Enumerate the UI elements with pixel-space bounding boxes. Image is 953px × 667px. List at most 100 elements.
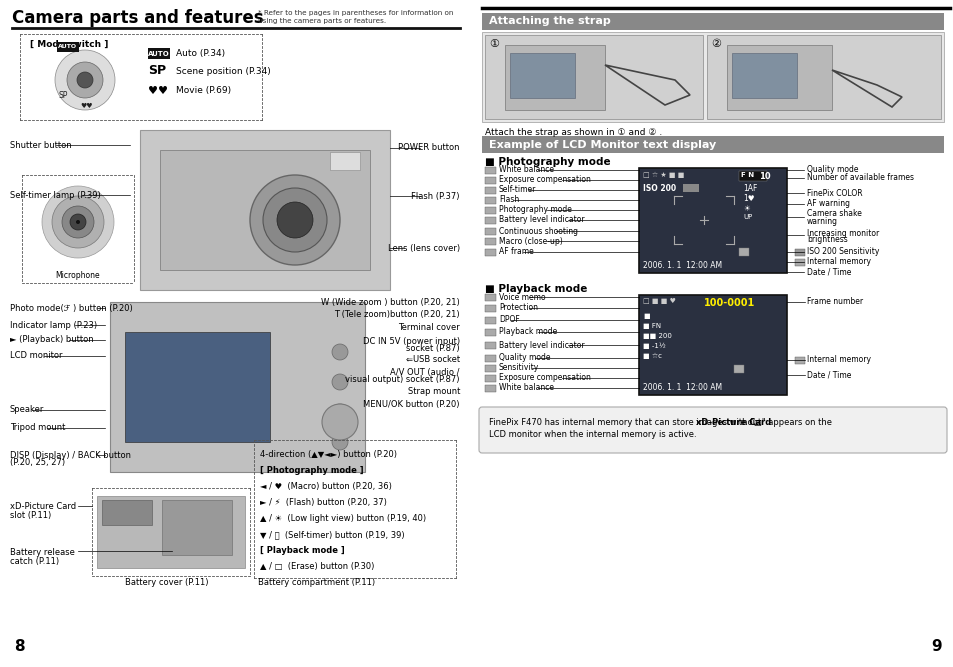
Bar — [162, 500, 232, 555]
Circle shape — [62, 206, 94, 238]
Text: Movie (P.69): Movie (P.69) — [175, 87, 231, 95]
Bar — [484, 364, 496, 372]
Bar — [481, 136, 943, 153]
Text: ISO 200 Sensitivity: ISO 200 Sensitivity — [806, 247, 879, 257]
Text: ISO 200: ISO 200 — [642, 184, 676, 193]
Text: Tripod mount: Tripod mount — [10, 424, 66, 432]
Text: 4-direction (▲▼◄►) button (P.20): 4-direction (▲▼◄►) button (P.20) — [260, 450, 396, 459]
Text: brightness: brightness — [806, 235, 847, 245]
Bar — [484, 167, 496, 173]
Bar — [481, 13, 943, 30]
Text: Sensitivity: Sensitivity — [498, 364, 538, 372]
Text: ■ ☆c: ■ ☆c — [642, 353, 661, 360]
Bar — [682, 184, 699, 192]
Bar — [794, 249, 804, 255]
Bar — [484, 374, 496, 382]
Text: F N: F N — [740, 172, 753, 178]
Bar — [102, 500, 152, 525]
Bar — [739, 171, 766, 181]
Text: ①: ① — [489, 39, 498, 49]
Text: DPOF: DPOF — [498, 315, 519, 325]
Text: socket (P.87): socket (P.87) — [406, 344, 459, 354]
Text: 2006. 1. 1  12:00 AM: 2006. 1. 1 12:00 AM — [642, 383, 721, 392]
Text: Frame number: Frame number — [806, 297, 862, 307]
Text: Voice memo: Voice memo — [498, 293, 545, 301]
Text: visual output) socket (P.87): visual output) socket (P.87) — [345, 376, 459, 384]
Text: Continuous shooting: Continuous shooting — [498, 227, 578, 235]
Text: warning: warning — [806, 217, 837, 225]
Bar — [484, 342, 496, 348]
Bar — [484, 293, 496, 301]
Text: ■ Photography mode: ■ Photography mode — [484, 157, 610, 167]
Circle shape — [70, 214, 86, 230]
Bar — [484, 305, 496, 311]
Text: Battery release: Battery release — [10, 548, 74, 557]
Text: xD-Picture Card: xD-Picture Card — [10, 502, 76, 511]
Text: Battery level indicator: Battery level indicator — [498, 215, 584, 225]
Text: AF frame: AF frame — [498, 247, 533, 257]
Text: Terminal cover: Terminal cover — [397, 323, 459, 333]
Text: ②: ② — [710, 39, 720, 49]
Text: ♥♥: ♥♥ — [81, 103, 93, 109]
Text: 100-0001: 100-0001 — [703, 298, 755, 308]
Text: ► (Playback) button: ► (Playback) button — [10, 336, 93, 344]
Text: LCD monitor: LCD monitor — [10, 352, 63, 360]
Text: ▲ / ☀  (Low light view) button (P.19, 40): ▲ / ☀ (Low light view) button (P.19, 40) — [260, 514, 426, 523]
Circle shape — [322, 404, 357, 440]
Bar — [330, 152, 359, 170]
Text: * Refer to the pages in parentheses for information on: * Refer to the pages in parentheses for … — [257, 10, 453, 16]
Text: . "□" appears on the: . "□" appears on the — [744, 418, 831, 427]
Text: ◄ / ♥  (Macro) button (P.20, 36): ◄ / ♥ (Macro) button (P.20, 36) — [260, 482, 392, 491]
Bar — [510, 53, 575, 98]
Bar — [484, 249, 496, 255]
Text: Example of LCD Monitor text display: Example of LCD Monitor text display — [489, 139, 716, 149]
Text: Internal memory: Internal memory — [806, 356, 870, 364]
Text: W (Wide zoom ) button (P.20, 21): W (Wide zoom ) button (P.20, 21) — [321, 297, 459, 307]
Bar — [484, 227, 496, 235]
Text: [ Playback mode ]: [ Playback mode ] — [260, 546, 344, 555]
Text: 2006. 1. 1  12:00 AM: 2006. 1. 1 12:00 AM — [642, 261, 721, 270]
Bar — [484, 207, 496, 213]
Text: Battery level indicator: Battery level indicator — [498, 340, 584, 350]
Bar — [484, 354, 496, 362]
Text: using the camera parts or features.: using the camera parts or features. — [257, 18, 386, 24]
Text: FinePix F470 has internal memory that can store images without: FinePix F470 has internal memory that ca… — [489, 418, 763, 427]
Text: Strap mount: Strap mount — [407, 388, 459, 396]
Text: □ ■ ■ ♥: □ ■ ■ ♥ — [642, 298, 675, 304]
Circle shape — [263, 188, 327, 252]
Bar — [125, 332, 270, 442]
Text: LCD monitor when the internal memory is active.: LCD monitor when the internal memory is … — [489, 430, 696, 439]
Circle shape — [276, 202, 313, 238]
Text: FinePix COLOR: FinePix COLOR — [806, 189, 862, 197]
Text: SP: SP — [58, 91, 68, 101]
Text: White balance: White balance — [498, 165, 554, 175]
Text: Battery compartment (P.11): Battery compartment (P.11) — [257, 578, 375, 587]
Circle shape — [52, 196, 104, 248]
Text: UP: UP — [742, 214, 752, 220]
Text: ▲ / □  (Erase) button (P.30): ▲ / □ (Erase) button (P.30) — [260, 562, 374, 571]
Text: White balance: White balance — [498, 384, 554, 392]
Circle shape — [250, 175, 339, 265]
Text: ■ Playback mode: ■ Playback mode — [484, 284, 587, 294]
Text: Exposure compensation: Exposure compensation — [498, 175, 590, 185]
Text: POWER button: POWER button — [398, 143, 459, 153]
Text: □ ☆ ★ ■ ■: □ ☆ ★ ■ ■ — [642, 172, 683, 179]
Bar — [481, 32, 943, 122]
Text: Speaker: Speaker — [10, 406, 45, 414]
Bar — [57, 42, 79, 52]
Text: 1♥: 1♥ — [742, 194, 754, 203]
Bar — [639, 168, 786, 273]
Bar — [484, 237, 496, 245]
Text: ⇐USB socket: ⇐USB socket — [405, 356, 459, 364]
Text: SP: SP — [148, 65, 166, 77]
Text: Protection: Protection — [498, 303, 537, 313]
Text: 8: 8 — [14, 639, 25, 654]
Text: Increasing monitor: Increasing monitor — [806, 229, 879, 237]
Text: Date / Time: Date / Time — [806, 370, 850, 380]
Text: (P.20, 25, 27): (P.20, 25, 27) — [10, 458, 65, 468]
Circle shape — [332, 434, 348, 450]
Text: Photography mode: Photography mode — [498, 205, 571, 215]
Text: Internal memory: Internal memory — [806, 257, 870, 267]
Text: DC IN 5V (power input): DC IN 5V (power input) — [362, 336, 459, 346]
Text: ■ -1½: ■ -1½ — [642, 343, 665, 350]
